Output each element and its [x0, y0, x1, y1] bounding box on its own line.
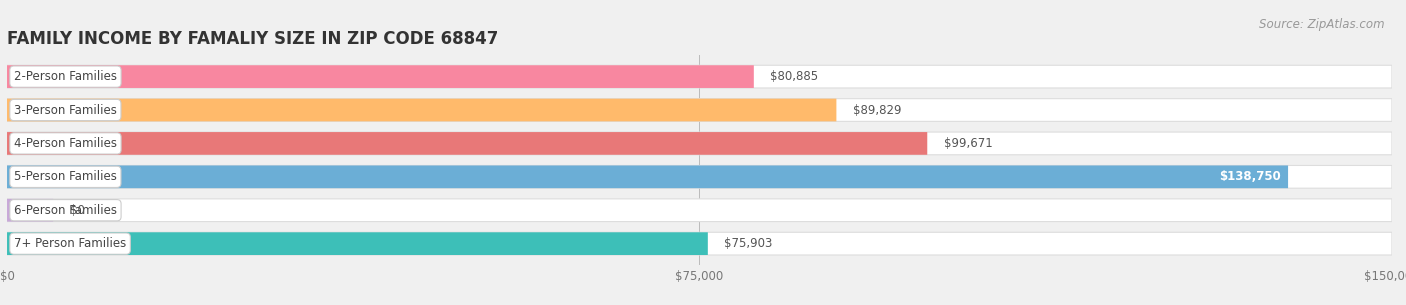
- FancyBboxPatch shape: [7, 65, 754, 88]
- Text: 7+ Person Families: 7+ Person Families: [14, 237, 127, 250]
- Text: $75,903: $75,903: [724, 237, 773, 250]
- Text: 5-Person Families: 5-Person Families: [14, 170, 117, 183]
- Text: 2-Person Families: 2-Person Families: [14, 70, 117, 83]
- Text: $99,671: $99,671: [943, 137, 993, 150]
- Text: $89,829: $89,829: [853, 103, 901, 117]
- Text: 3-Person Families: 3-Person Families: [14, 103, 117, 117]
- FancyBboxPatch shape: [7, 199, 53, 222]
- FancyBboxPatch shape: [7, 232, 1392, 255]
- Text: FAMILY INCOME BY FAMALIY SIZE IN ZIP CODE 68847: FAMILY INCOME BY FAMALIY SIZE IN ZIP COD…: [7, 30, 498, 48]
- FancyBboxPatch shape: [7, 65, 1392, 88]
- Text: $80,885: $80,885: [770, 70, 818, 83]
- FancyBboxPatch shape: [7, 99, 1392, 121]
- FancyBboxPatch shape: [7, 199, 1392, 222]
- Text: 6-Person Families: 6-Person Families: [14, 204, 117, 217]
- Text: $0: $0: [70, 204, 84, 217]
- Text: 4-Person Families: 4-Person Families: [14, 137, 117, 150]
- FancyBboxPatch shape: [7, 166, 1392, 188]
- Text: $138,750: $138,750: [1219, 170, 1281, 183]
- FancyBboxPatch shape: [7, 132, 1392, 155]
- FancyBboxPatch shape: [7, 166, 1288, 188]
- Text: Source: ZipAtlas.com: Source: ZipAtlas.com: [1260, 18, 1385, 31]
- FancyBboxPatch shape: [7, 232, 707, 255]
- FancyBboxPatch shape: [7, 132, 928, 155]
- FancyBboxPatch shape: [7, 99, 837, 121]
